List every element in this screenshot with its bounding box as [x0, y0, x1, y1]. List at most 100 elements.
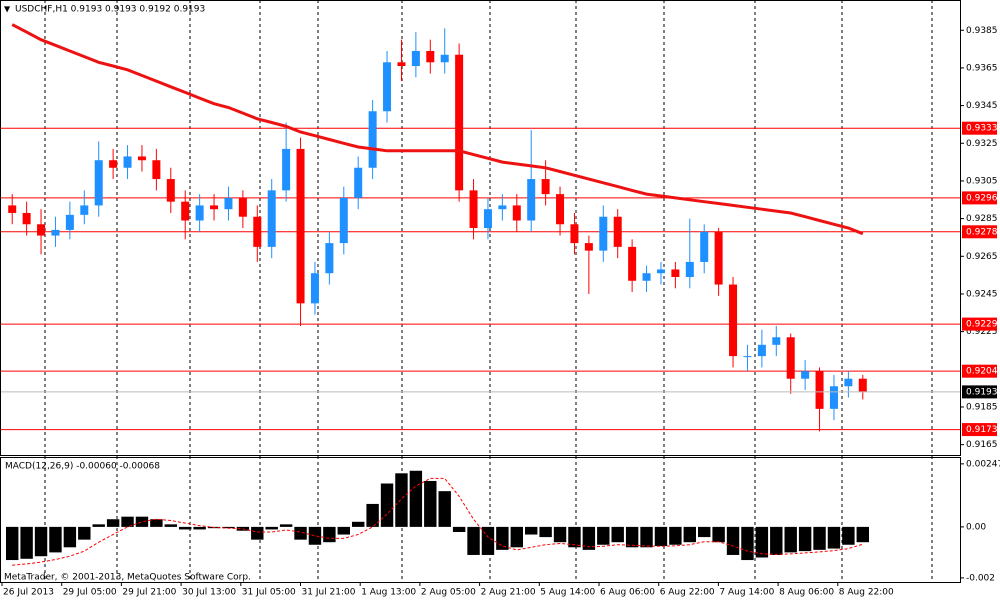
macd-bar — [770, 526, 783, 555]
macd-title: MACD(12,26,9) -0.00060 -0.00068 — [5, 462, 160, 472]
macd-bar — [380, 483, 394, 527]
candle-body — [37, 224, 46, 236]
candle-body — [339, 197, 348, 244]
x-tick-label: 5 Aug 14:00 — [540, 588, 595, 598]
candle-body — [483, 209, 492, 229]
macd-bar — [366, 503, 379, 527]
x-tick-label: 2 Aug 21:00 — [481, 588, 536, 598]
candle-body — [267, 190, 276, 247]
candle-body — [685, 261, 694, 278]
candle-body — [772, 337, 781, 345]
level-label: 0.9333 — [966, 124, 998, 134]
level-box — [962, 317, 997, 331]
y-tick-label: 0.00247 — [966, 459, 1000, 469]
price-frame — [0, 0, 961, 456]
candle-body — [757, 344, 766, 357]
level-box — [962, 121, 997, 135]
macd-bar — [669, 526, 682, 545]
candle-body — [137, 156, 146, 161]
macd-bar — [438, 491, 451, 527]
candle-body — [181, 201, 190, 221]
macd-bar — [654, 526, 668, 547]
macd-bar — [712, 526, 725, 543]
y-tick-label: 0.9245 — [966, 289, 998, 299]
level-box — [962, 191, 997, 205]
candle-body — [671, 269, 680, 278]
level-box — [962, 225, 997, 239]
candle-body — [253, 216, 262, 247]
candle-body — [599, 216, 608, 251]
candle-body — [642, 273, 651, 281]
candle-body — [469, 190, 478, 229]
x-tick-label: 6 Aug 22:00 — [660, 588, 715, 598]
macd-bar — [827, 526, 841, 549]
macd-bar — [683, 526, 696, 543]
x-tick-label: 30 Jul 13:00 — [182, 588, 236, 598]
macd-bar — [251, 526, 264, 540]
candle-body — [296, 148, 305, 304]
x-tick-label: 1 Aug 13:00 — [361, 588, 416, 598]
macd-bar — [842, 526, 855, 545]
level-label: 0.9296 — [966, 193, 998, 203]
x-tick-label: 8 Aug 06:00 — [779, 588, 834, 598]
macd-bar — [452, 526, 466, 532]
level-label: 0.9173 — [966, 425, 998, 435]
y-tick-label: 0.9305 — [966, 176, 998, 186]
macd-bar — [597, 526, 610, 545]
candle-body — [844, 378, 853, 387]
macd-bar — [352, 521, 365, 527]
macd-bar — [553, 526, 567, 543]
macd-bar — [294, 526, 307, 540]
macd-bar — [467, 526, 480, 555]
dropdown-icon: ▼ — [4, 5, 11, 14]
candle-body — [498, 205, 507, 210]
candle-body — [210, 205, 219, 210]
candle-body — [426, 50, 435, 63]
current-price-box — [962, 385, 997, 399]
x-tick-label: 7 Aug 14:00 — [719, 588, 774, 598]
x-tick-label: 31 Jul 05:00 — [242, 588, 296, 598]
candle-body — [397, 62, 406, 67]
macd-bar — [568, 526, 581, 548]
candle-body — [512, 205, 521, 221]
x-tick-label: 8 Aug 22:00 — [839, 588, 894, 598]
candle-body — [628, 246, 637, 281]
macd-bar — [481, 526, 495, 555]
macd-bar — [49, 526, 62, 553]
macd-bar — [496, 526, 509, 550]
candle-body — [368, 111, 377, 168]
candle-body — [152, 160, 161, 180]
y-tick-label: 0.9225 — [966, 327, 998, 337]
y-tick-label: 0.9385 — [966, 26, 998, 36]
candle-body — [51, 229, 60, 236]
candle-body — [656, 269, 665, 274]
candle-body — [22, 212, 31, 225]
macd-bar — [640, 526, 653, 548]
y-tick-label: 0.9165 — [966, 440, 998, 450]
level-box — [962, 423, 997, 437]
candle-body — [8, 205, 17, 213]
macd-bar — [525, 526, 538, 535]
macd-bar — [323, 526, 336, 543]
candle-body — [815, 371, 824, 409]
macd-bar — [424, 480, 437, 527]
macd-bar — [63, 526, 77, 548]
candle-body — [354, 167, 363, 198]
macd-bar — [395, 473, 408, 527]
macd-bar — [856, 526, 869, 543]
macd-bar — [121, 516, 134, 527]
macd-bar — [265, 526, 278, 530]
candle-body — [94, 160, 103, 206]
y-tick-label: 0.9325 — [966, 139, 998, 149]
candle-body — [195, 205, 204, 221]
candle-body — [80, 205, 89, 215]
y-tick-label: 0.9265 — [966, 252, 998, 262]
candle-body — [383, 62, 392, 112]
level-label: 0.9204 — [966, 367, 998, 377]
moving-average — [11, 23, 864, 236]
y-tick-label: 0.9345 — [966, 101, 998, 111]
macd-frame — [0, 457, 961, 583]
candle-body — [310, 273, 319, 304]
macd-bar — [784, 526, 797, 553]
